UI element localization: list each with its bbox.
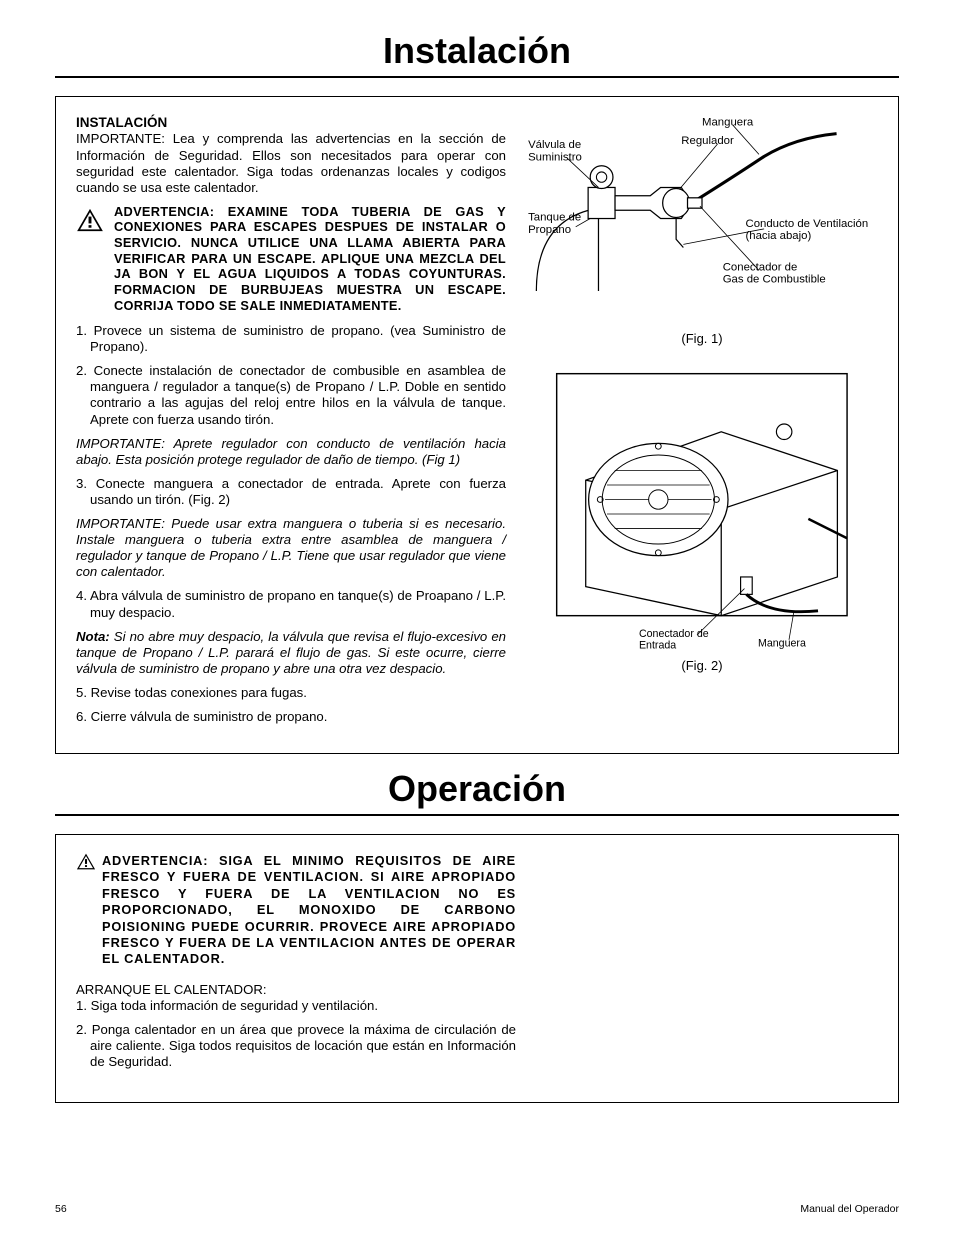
page-number: 56: [55, 1203, 67, 1215]
operation-title-rule: [55, 814, 899, 816]
operation-warning-row: ADVERTENCIA: SIGA EL MINIMO REQUISITOS D…: [76, 853, 516, 968]
install-note-3-label: Nota:: [76, 629, 110, 644]
operation-step-1: 1. Siga toda información de seguridad y …: [76, 998, 516, 1014]
installation-figures-column: Manguera Regulador Válvula deSuministro …: [526, 115, 878, 733]
warning-icon: [76, 853, 96, 968]
warning-icon: [76, 204, 104, 313]
install-step-1: 1. Provece un sistema de suministro de p…: [76, 323, 506, 355]
operation-frame: ADVERTENCIA: SIGA EL MINIMO REQUISITOS D…: [55, 834, 899, 1103]
fig1-label-regulador: Regulador: [681, 135, 734, 147]
installation-frame: INSTALACIÓN IMPORTANTE: Lea y comprenda …: [55, 96, 899, 754]
figure-2-caption: (Fig. 2): [526, 658, 878, 673]
figure-1-box: Manguera Regulador Válvula deSuministro …: [526, 115, 878, 346]
installation-warning-text: ADVERTENCIA: EXAMINE TODA TUBERIA DE GAS…: [114, 204, 506, 313]
operation-warning-text: ADVERTENCIA: SIGA EL MINIMO REQUISITOS D…: [102, 853, 516, 968]
installation-title: Instalación: [55, 30, 899, 72]
operation-title: Operación: [55, 768, 899, 810]
fig2-label-conectador: Conectador deEntrada: [639, 628, 709, 652]
installation-warning-row: ADVERTENCIA: EXAMINE TODA TUBERIA DE GAS…: [76, 204, 506, 313]
install-step-4: 4. Abra válvula de suministro de propano…: [76, 588, 506, 620]
fig1-label-manguera: Manguera: [702, 116, 754, 128]
install-step-5: 5. Revise todas conexiones para fugas.: [76, 685, 506, 701]
page-footer: 56 Manual del Operador: [55, 1203, 899, 1215]
install-step-2: 2. Conecte instalación de conectador de …: [76, 363, 506, 427]
installation-text-column: INSTALACIÓN IMPORTANTE: Lea y comprenda …: [76, 115, 506, 733]
figure-1-svg: Manguera Regulador Válvula deSuministro …: [526, 115, 878, 322]
operation-step-2: 2. Ponga calentador en un área que prove…: [76, 1022, 516, 1070]
operation-body: ARRANQUE EL CALENTADOR: 1. Siga toda inf…: [76, 982, 516, 1070]
fig1-label-conducto: Conducto de Ventilación(hacia abajo): [745, 218, 868, 242]
installation-intro: IMPORTANTE: Lea y comprenda las adverten…: [76, 131, 506, 195]
install-note-2: IMPORTANTE: Puede usar extra manguera o …: [76, 516, 506, 580]
figure-2-box: Conectador deEntrada Manguera (Fig. 2): [526, 364, 878, 673]
installation-heading: INSTALACIÓN: [76, 115, 506, 131]
operation-start-heading: ARRANQUE EL CALENTADOR:: [76, 982, 516, 998]
install-note-3: Nota: Si no abre muy despacio, la válvul…: [76, 629, 506, 677]
footer-right: Manual del Operador: [800, 1203, 899, 1215]
fig2-label-manguera: Manguera: [758, 638, 806, 650]
fig1-label-valvula: Válvula deSuministro: [528, 139, 582, 163]
fig1-label-conectador: Conectador deGas de Combustible: [723, 261, 826, 285]
install-note-3-body: Si no abre muy despacio, la válvula que …: [76, 629, 506, 676]
installation-title-rule: [55, 76, 899, 78]
figure-2-svg: Conectador deEntrada Manguera: [547, 364, 857, 654]
install-step-6: 6. Cierre válvula de suministro de propa…: [76, 709, 506, 725]
install-step-3: 3. Conecte manguera a conectador de entr…: [76, 476, 506, 508]
figure-1-caption: (Fig. 1): [526, 331, 878, 346]
install-note-1: IMPORTANTE: Aprete regulador con conduct…: [76, 436, 506, 468]
fig1-label-tanque: Tanque dePropano: [528, 212, 581, 236]
